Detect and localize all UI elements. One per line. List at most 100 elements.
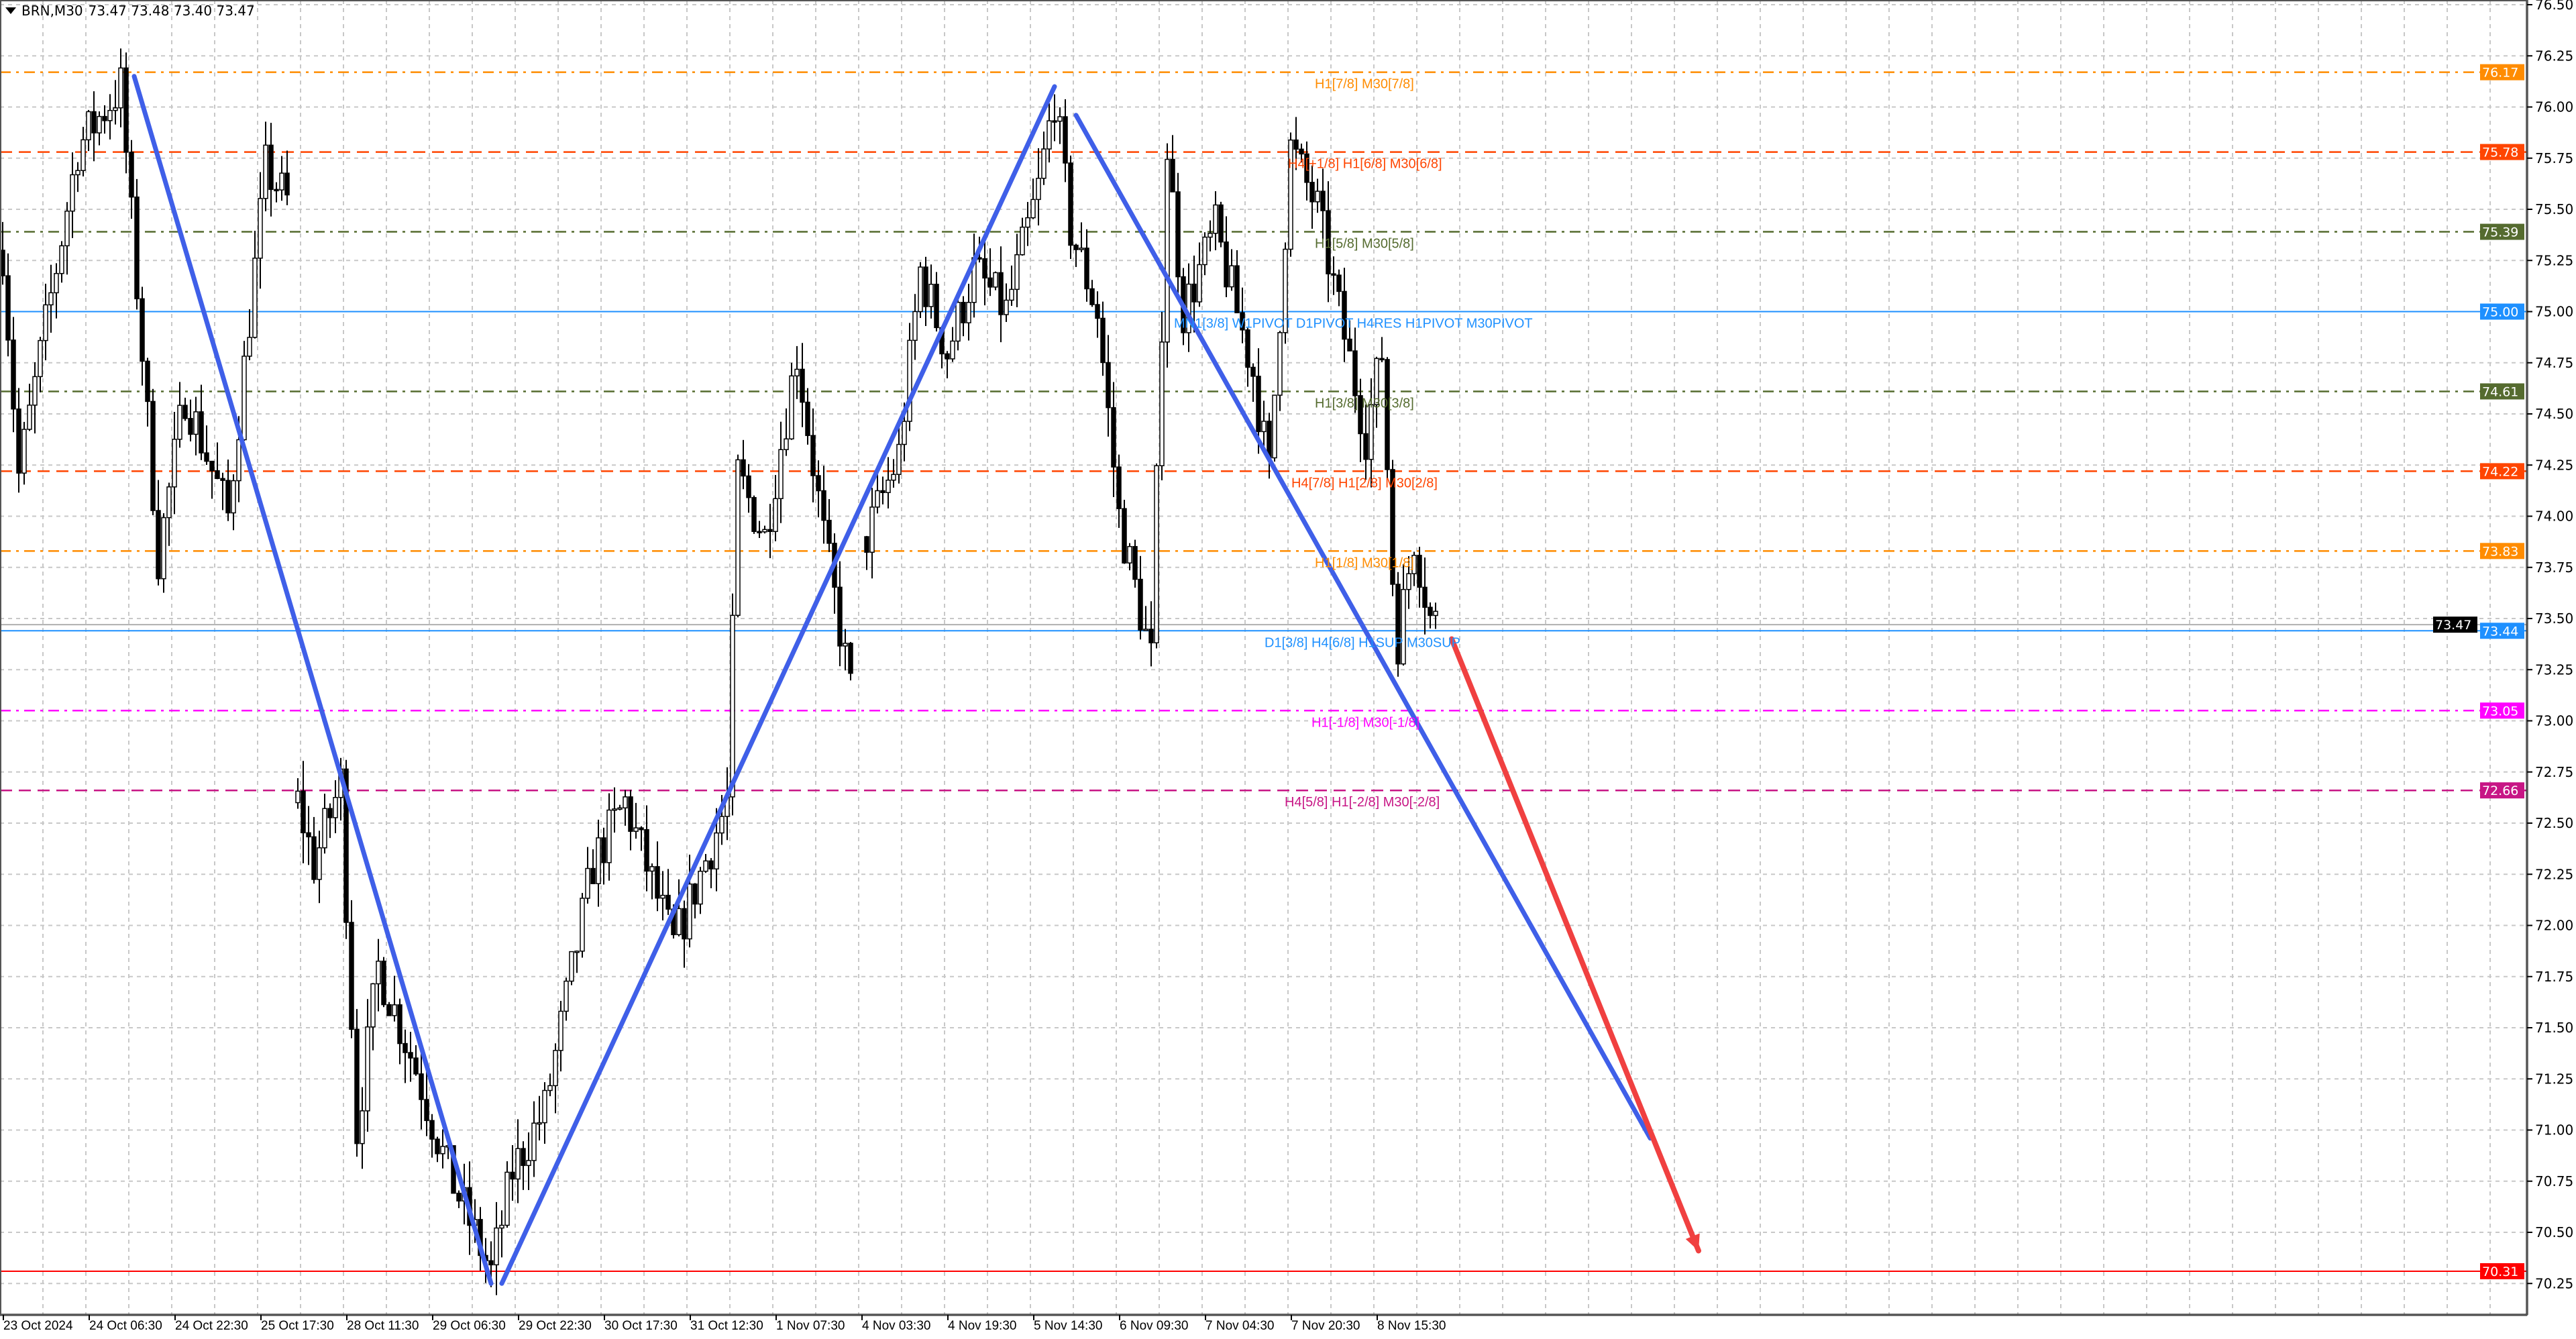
candle-bull — [1159, 341, 1165, 466]
candle-bear — [129, 152, 134, 198]
candle-bull — [515, 1148, 521, 1180]
price-tick-label: 71.50 — [2535, 1020, 2573, 1036]
candle-bear — [1170, 158, 1175, 193]
candle-bear — [102, 115, 107, 121]
candle-bull — [1401, 588, 1406, 665]
candle-bear — [816, 475, 821, 492]
candle-bear — [1358, 395, 1363, 435]
candle-bull — [97, 115, 102, 133]
candle-bear — [123, 67, 129, 153]
candle-bear — [826, 519, 832, 544]
candle-bull — [107, 109, 113, 121]
candle-bull — [537, 1122, 542, 1125]
candle-bull — [279, 172, 284, 191]
candle-bull — [1288, 139, 1293, 250]
price-tick-label: 71.00 — [2535, 1122, 2573, 1138]
candle-bear — [199, 411, 204, 453]
candle-bear — [435, 1138, 440, 1155]
candle-bear — [848, 643, 853, 674]
candle-bull — [773, 498, 778, 533]
candle-bear — [343, 768, 349, 923]
candle-bull — [317, 847, 322, 880]
candle-bull — [70, 174, 75, 212]
candle-bear — [708, 860, 714, 870]
candle-bear — [1352, 350, 1358, 396]
candle-bull — [633, 827, 639, 832]
price-tick-label: 74.50 — [2535, 406, 2573, 422]
candle-bull — [231, 480, 236, 514]
candle-bear — [419, 1073, 424, 1100]
candle-bull — [687, 883, 692, 940]
candle-bear — [386, 1004, 392, 1016]
price-tags: 76.17 75.78 75.39 75.00 74.61 74.22 73.83 73.44… — [2433, 64, 2524, 1279]
forecast-arrow-line — [1449, 636, 1701, 1254]
candle-bull — [1046, 120, 1052, 150]
candle-bull — [1433, 610, 1438, 617]
price-tag — [2480, 702, 2524, 719]
candle-bear — [655, 866, 660, 899]
candle-bear — [306, 832, 311, 838]
candle-bull — [1030, 199, 1036, 219]
current-price-tag — [2433, 617, 2477, 633]
time-tick-label: 31 Oct 12:30 — [690, 1319, 763, 1333]
candle-bear — [665, 894, 671, 910]
candle-bull — [75, 170, 80, 176]
candle-bear — [1111, 407, 1116, 468]
candle-bear — [864, 536, 869, 553]
candle-bull — [236, 439, 241, 482]
price-tag-text: 72.66 — [2482, 784, 2518, 798]
candle-bear — [225, 480, 231, 514]
level-label: H1[1/8] M30[1/8] — [1315, 555, 1414, 570]
candle-bull — [252, 258, 258, 338]
trendlines[interactable] — [131, 74, 1701, 1286]
candle-bull — [1154, 465, 1159, 643]
price-tag-text: 74.22 — [2482, 464, 2518, 479]
candle-bull — [392, 1004, 397, 1016]
candle-bull — [993, 272, 998, 288]
candle-bull — [789, 375, 794, 439]
time-axis[interactable]: 23 Oct 2024 24 Oct 06:30 24 Oct 22:30 25 Oc… — [3, 1315, 1446, 1333]
candle-bull — [617, 807, 623, 810]
candle-bull — [698, 870, 703, 905]
candle-bear — [134, 196, 140, 300]
trendline — [131, 74, 494, 1286]
candle-bull — [612, 808, 617, 811]
candle-bull — [1272, 394, 1277, 459]
candle-bear — [16, 408, 21, 474]
trendline — [1073, 113, 1653, 1141]
candle-bear — [1175, 191, 1181, 278]
candle-bear — [1331, 273, 1336, 276]
time-tick-label: 25 Oct 17:30 — [261, 1319, 334, 1333]
candle-bear — [1390, 469, 1395, 585]
price-axis[interactable]: 76.50 76.25 76.00 75.75 75.50 75.25 75.00 74.75… — [2527, 0, 2573, 1291]
grid — [0, 0, 2527, 1315]
candle-bear — [220, 478, 225, 481]
candle-bull — [333, 796, 338, 818]
candle-bull — [649, 866, 655, 872]
candle-bull — [762, 529, 767, 533]
candle-bear — [1326, 210, 1331, 274]
price-tick-label: 75.00 — [2535, 304, 2573, 320]
candle-bear — [1245, 329, 1250, 368]
time-tick-label: 8 Nov 15:30 — [1377, 1319, 1446, 1333]
candle-bear — [628, 796, 633, 832]
candle-bear — [1106, 362, 1111, 409]
candle-bear — [1256, 376, 1261, 433]
price-tick-label: 73.00 — [2535, 713, 2573, 729]
candle-bear — [767, 529, 773, 533]
candle-bear — [381, 961, 386, 1006]
candle-bull — [531, 1122, 537, 1161]
candle-bear — [145, 360, 150, 403]
candle-bear — [1052, 120, 1057, 123]
candle-bull — [843, 643, 848, 647]
candle-bear — [188, 418, 193, 435]
price-tag-text: 73.83 — [2482, 544, 2518, 559]
candle-bull — [596, 837, 601, 884]
candle-bear — [1063, 116, 1068, 164]
triangle-down-icon[interactable] — [5, 7, 16, 14]
price-tag — [2480, 623, 2524, 639]
price-tick-label: 71.25 — [2535, 1071, 2573, 1087]
candle-bear — [601, 837, 606, 863]
candle-bear — [488, 1260, 494, 1266]
